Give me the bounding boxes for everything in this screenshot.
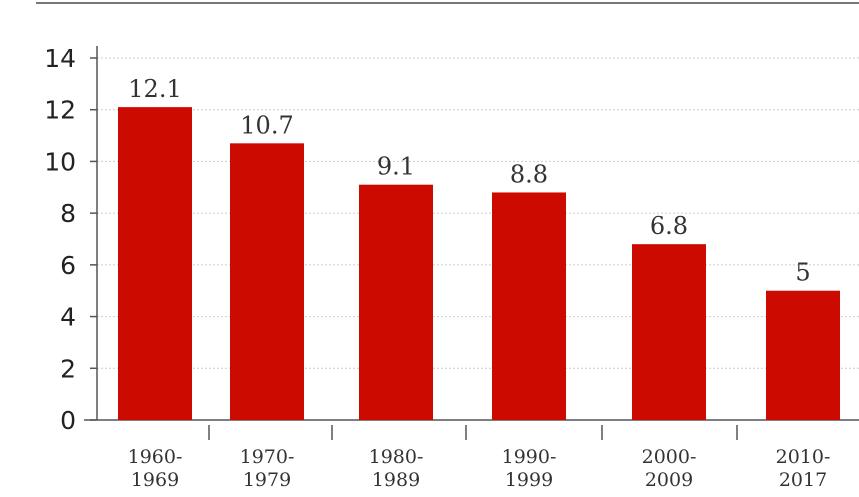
bar — [118, 107, 192, 420]
bar — [359, 184, 433, 420]
gridlines — [97, 57, 859, 369]
y-tick-label: 6 — [60, 251, 76, 280]
y-tick-label: 2 — [60, 354, 76, 383]
x-category-label: 2000-2009 — [642, 446, 697, 491]
y-tick-label: 4 — [60, 303, 76, 332]
value-label: 12.1 — [128, 75, 181, 103]
y-tick-label: 8 — [60, 199, 76, 228]
bars — [118, 107, 840, 421]
bar — [230, 143, 304, 421]
bar — [492, 192, 566, 420]
y-axis-ticks: 0 2 4 6 8 10 12 14 — [44, 44, 97, 435]
x-axis-categories: 1960-1969 1970-1979 1980-1989 1990-1999 2000… — [128, 425, 831, 491]
y-tick-label: 10 — [44, 147, 76, 176]
y-tick-label: 12 — [44, 96, 76, 125]
value-label: 9.1 — [377, 153, 415, 181]
x-category-label: 2010-2017 — [776, 446, 831, 491]
value-label: 5 — [795, 259, 810, 287]
axes — [84, 46, 859, 421]
bar — [766, 290, 840, 420]
x-category-label: 1980-1989 — [369, 446, 424, 491]
y-tick-label: 14 — [44, 44, 76, 73]
bar — [632, 244, 706, 420]
x-category-label: 1990-1999 — [502, 446, 557, 491]
value-label: 6.8 — [650, 212, 688, 240]
x-category-label: 1960-1969 — [128, 446, 183, 491]
x-category-label: 1970-1979 — [240, 446, 295, 491]
y-tick-label: 0 — [60, 406, 76, 435]
value-label: 10.7 — [240, 111, 293, 139]
value-label: 8.8 — [510, 160, 548, 188]
value-labels: 12.1 10.7 9.1 8.8 6.8 5 — [128, 75, 810, 287]
